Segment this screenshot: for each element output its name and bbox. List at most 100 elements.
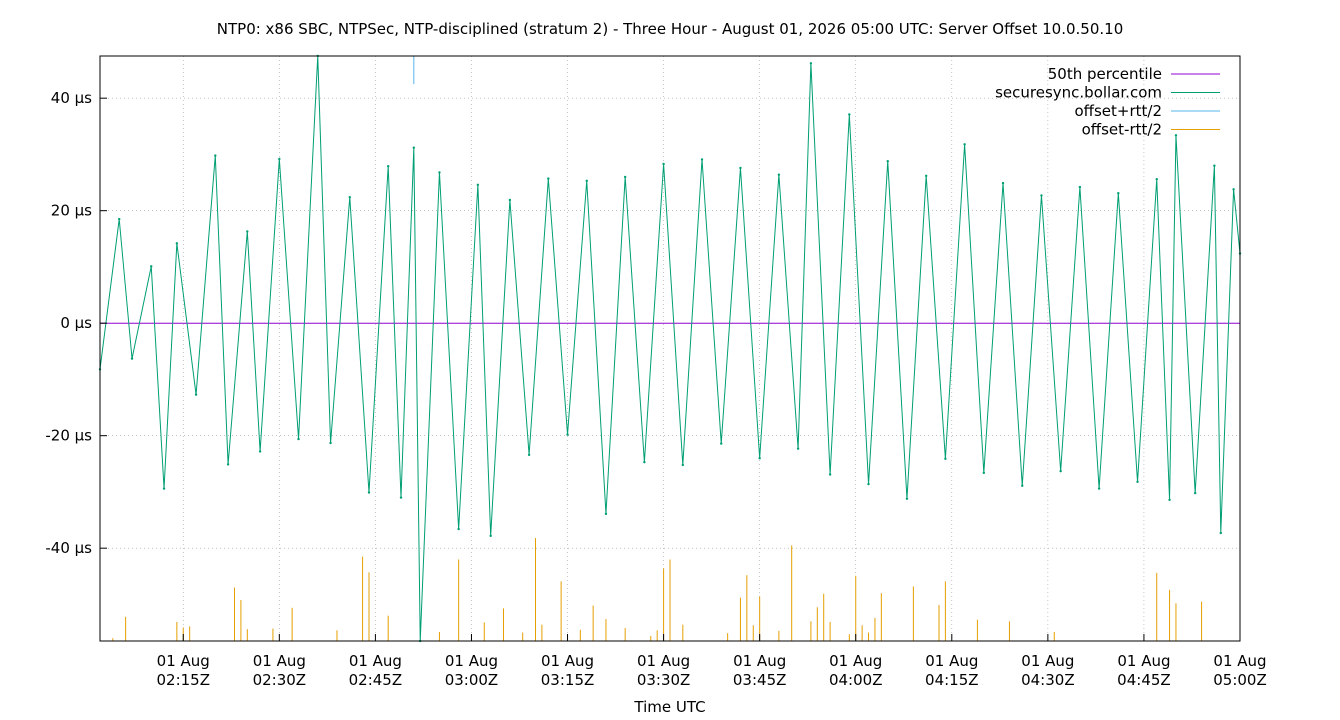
data-point-securesync [905, 497, 909, 500]
series-securesync [98, 54, 1242, 643]
data-point-securesync [1078, 185, 1082, 189]
x-tick-label-time: 03:15Z [541, 671, 595, 689]
x-axis-label: Time UTC [633, 698, 705, 716]
data-point-securesync [412, 146, 416, 149]
data-point-securesync [258, 450, 262, 453]
data-point-securesync [476, 183, 480, 187]
y-tick-label: 40 µs [51, 89, 92, 107]
x-tick-label-time: 04:15Z [925, 671, 979, 689]
data-point-securesync [297, 437, 300, 441]
x-tick-label-date: 01 Aug [733, 652, 786, 670]
data-point-securesync [508, 198, 512, 202]
data-point-securesync [329, 441, 332, 445]
data-point-securesync [130, 357, 134, 360]
data-point-securesync [662, 162, 665, 166]
x-tick-label-time: 04:30Z [1021, 671, 1075, 689]
data-point-securesync [1219, 531, 1222, 535]
x-tick-label-date: 01 Aug [541, 652, 594, 670]
data-point-securesync [399, 496, 403, 499]
x-tick-label-date: 01 Aug [349, 652, 402, 670]
data-point-securesync [1213, 164, 1216, 167]
chart-title: NTP0: x86 SBC, NTPSec, NTP-disciplined (… [217, 20, 1123, 38]
y-axis: 40 µs 20 µs 0 µs -20 µs -40 µs [45, 89, 107, 557]
data-point-securesync [175, 242, 179, 245]
plot-frame [99, 55, 1241, 642]
x-tick-label-date: 01 Aug [1117, 652, 1170, 670]
data-point-securesync [681, 463, 685, 467]
data-point-securesync [226, 463, 230, 466]
x-tick-label-date: 01 Aug [445, 652, 498, 670]
data-point-securesync [1001, 181, 1005, 185]
data-point-securesync [623, 175, 627, 179]
data-point-securesync [1168, 498, 1171, 502]
data-point-securesync [246, 230, 249, 233]
data-point-securesync [1117, 192, 1120, 195]
x-tick-label-time: 02:15Z [157, 671, 211, 689]
data-point-securesync [348, 195, 351, 199]
data-point-securesync [118, 217, 121, 221]
x-tick-label-date: 01 Aug [253, 652, 306, 670]
x-tick-label-time: 03:45Z [733, 671, 787, 689]
data-point-securesync [150, 265, 153, 268]
y-tick-label: -40 µs [45, 539, 92, 557]
data-point-securesync [585, 179, 588, 183]
data-point-securesync [809, 62, 813, 65]
data-point-securesync [963, 143, 966, 146]
data-point-securesync [828, 473, 832, 476]
data-point-securesync [566, 433, 569, 436]
legend-label: 50th percentile [1048, 65, 1162, 83]
x-tick-label-date: 01 Aug [1213, 652, 1266, 670]
data-point-securesync [547, 177, 550, 180]
x-tick-label-date: 01 Aug [637, 652, 690, 670]
data-point-securesync [1174, 134, 1178, 137]
series-offset-minus-rtt [112, 538, 1203, 641]
data-point-securesync [944, 457, 947, 460]
data-point-securesync [886, 159, 889, 163]
data-point-securesync [643, 460, 646, 464]
x-tick-label-time: 04:00Z [829, 671, 883, 689]
data-point-securesync [489, 534, 492, 538]
x-tick-label-time: 02:45Z [349, 671, 403, 689]
legend: 50th percentilesecuresync.bollar.comoffs… [995, 65, 1220, 139]
x-tick-label-time: 04:45Z [1117, 671, 1171, 689]
x-tick-label-date: 01 Aug [925, 652, 978, 670]
x-tick-label-date: 01 Aug [157, 652, 210, 670]
data-point-securesync [982, 471, 986, 475]
data-point-securesync [367, 491, 371, 494]
series-line-securesync [99, 55, 1241, 642]
data-point-securesync [758, 456, 761, 460]
y-tick-label: 0 µs [60, 314, 92, 332]
data-point-securesync [1059, 469, 1062, 473]
legend-label: offset-rtt/2 [1082, 121, 1162, 139]
y-tick-label: 20 µs [51, 202, 92, 220]
data-point-securesync [848, 113, 851, 116]
x-tick-label-time: 05:00Z [1213, 671, 1267, 689]
data-point-securesync [1136, 480, 1139, 484]
data-point-securesync [867, 482, 870, 486]
data-point-securesync [1021, 484, 1024, 487]
data-point-securesync [162, 487, 166, 490]
x-tick-label-time: 03:30Z [637, 671, 691, 689]
x-tick-label-date: 01 Aug [1021, 652, 1074, 670]
data-point-securesync [720, 442, 723, 445]
data-point-securesync [527, 453, 531, 457]
data-point-securesync [387, 165, 390, 168]
data-point-securesync [1193, 491, 1197, 495]
data-point-securesync [777, 173, 781, 176]
data-point-securesync [1097, 487, 1101, 490]
data-point-securesync [214, 154, 217, 157]
data-point-securesync [1232, 188, 1235, 191]
legend-label: offset+rtt/2 [1074, 102, 1162, 120]
data-point-securesync [438, 171, 441, 174]
x-tick-label-time: 02:30Z [253, 671, 307, 689]
data-point-securesync [700, 158, 704, 161]
data-point-securesync [739, 166, 742, 170]
legend-label: securesync.bollar.com [995, 84, 1162, 102]
x-tick-label-date: 01 Aug [829, 652, 882, 670]
data-point-securesync [796, 447, 800, 450]
data-point-securesync [1040, 194, 1043, 197]
data-point-securesync [1155, 177, 1158, 181]
data-point-securesync [924, 174, 928, 178]
